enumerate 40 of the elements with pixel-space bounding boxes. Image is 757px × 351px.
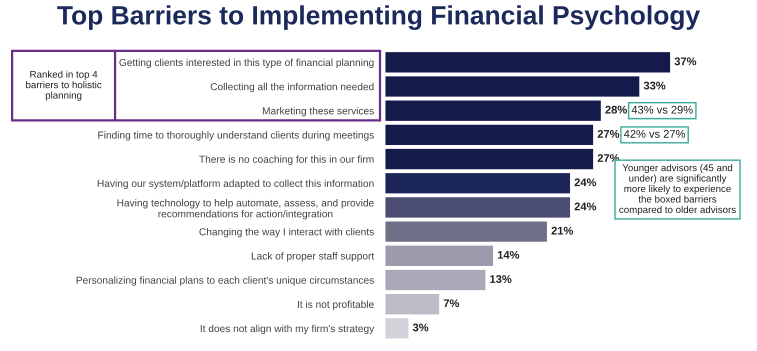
data-label: 24% bbox=[574, 202, 596, 210]
data-label: 21% bbox=[551, 226, 574, 235]
bar bbox=[385, 294, 440, 314]
bar bbox=[385, 270, 486, 290]
text: Ranked in top 4 barriers to holistic planning bbox=[26, 70, 102, 101]
data-label: 33% bbox=[644, 82, 666, 90]
data-label: 24% bbox=[574, 178, 596, 186]
y-tick-label: Finding time to thoroughly understand clients during meetings bbox=[98, 131, 374, 141]
y-tick-label: Having technology to help automate, assess, and provide recommendations for action/integration bbox=[117, 199, 374, 220]
y-tick-label: Lack of proper staff support bbox=[252, 252, 374, 262]
y-tick-label: Personalizing financial plans to each client's unique circumstances bbox=[76, 276, 374, 286]
bar bbox=[385, 148, 594, 170]
data-label: 28% bbox=[605, 106, 627, 114]
chart-title: Top Barriers to Implementing Financial Psychology bbox=[57, 5, 700, 30]
bar bbox=[385, 221, 547, 242]
bar bbox=[385, 52, 670, 72]
y-tick-label: Having our system/platform adapted to collect this information bbox=[98, 180, 374, 190]
data-label: 7% bbox=[444, 299, 460, 308]
bar bbox=[385, 76, 640, 97]
y-tick-label: There is no coaching for this in our firm bbox=[199, 155, 374, 165]
y-tick-label: Getting clients interested in this type of financial planning bbox=[119, 58, 374, 68]
data-label: 27% bbox=[598, 130, 620, 138]
bar bbox=[385, 318, 408, 339]
bar bbox=[385, 173, 570, 194]
data-label: 3% bbox=[412, 323, 428, 332]
annotation: Younger advisors (45 and under) are significantly more likely to experience the boxed barriers compared to older advisors bbox=[619, 164, 736, 216]
annotation: 42% vs 27% bbox=[624, 130, 686, 138]
annotation: 43% vs 29% bbox=[632, 106, 693, 114]
bar bbox=[385, 246, 494, 266]
data-label: 14% bbox=[498, 250, 520, 259]
y-tick-label: Marketing these services bbox=[262, 106, 374, 116]
y-tick-label: Collecting all the information needed bbox=[210, 82, 374, 92]
data-label: 37% bbox=[674, 57, 696, 66]
bar bbox=[385, 100, 601, 121]
bar bbox=[385, 124, 594, 146]
data-label: 13% bbox=[490, 275, 512, 283]
bar bbox=[385, 197, 570, 218]
y-tick-label: Changing the way I interact with clients bbox=[199, 228, 374, 238]
y-tick-label: It is not profitable bbox=[298, 300, 374, 310]
y-tick-label: It does not align with my firm's strategy bbox=[200, 324, 374, 334]
